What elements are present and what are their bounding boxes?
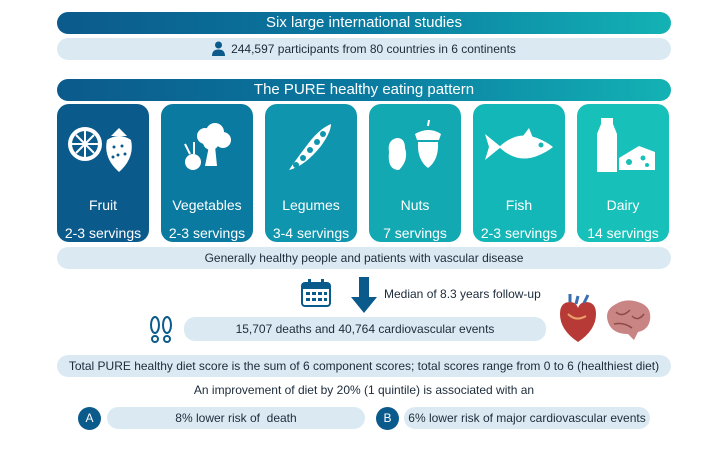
food-card-legumes: Legumes 3-4 servingsweekly [265, 104, 357, 242]
outcome-pill-cardiovascular: 6% lower risk of major cardiovascular ev… [404, 407, 650, 429]
outcome-badge-a: A [78, 407, 101, 430]
outcome-pill-death: 8% lower risk of death [107, 407, 365, 429]
improvement-text: An improvement of diet by 20% (1 quintil… [193, 383, 535, 397]
food-servings: 14 servingsweekly [587, 225, 659, 241]
pattern-banner: The PURE healthy eating pattern [57, 79, 671, 101]
food-servings: 3-4 servingsweekly [272, 225, 350, 241]
heart-icon [556, 294, 600, 344]
outcome-badge-b: B [376, 407, 399, 430]
food-card-dairy: Dairy 14 servingsweekly [577, 104, 669, 242]
brain-icon [602, 298, 654, 342]
pattern-title: The PURE healthy eating pattern [253, 81, 475, 98]
participants-pill: 244,597 participants from 80 countries i… [57, 38, 671, 60]
food-servings: 2-3 servingsweekly [480, 225, 558, 241]
food-servings: 2-3 servingsdaily [168, 225, 246, 241]
participants-text: 244,597 participants from 80 countries i… [231, 42, 516, 56]
food-name: Vegetables [172, 197, 242, 213]
population-text: Generally healthy people and patients wi… [204, 251, 524, 265]
vegetables-icon [161, 112, 253, 182]
dairy-icon [577, 112, 669, 182]
studies-title: Six large international studies [266, 14, 462, 31]
food-name: Fish [505, 197, 533, 213]
fish-icon [473, 112, 565, 182]
population-pill: Generally healthy people and patients wi… [57, 247, 671, 269]
food-card-nuts: Nuts 7 servingsweekly [369, 104, 461, 242]
person-icon [212, 41, 226, 63]
outcome-text: 6% lower risk of major cardiovascular ev… [408, 411, 646, 425]
food-servings: 2-3 servingsdaily [64, 225, 142, 241]
food-name: Nuts [400, 197, 430, 213]
score-pill: Total PURE healthy diet score is the sum… [57, 355, 671, 377]
events-pill: 15,707 deaths and 40,764 cardiovascular … [184, 317, 546, 341]
food-name: Legumes [282, 197, 340, 213]
studies-banner: Six large international studies [57, 12, 671, 34]
outcome-text: 8% lower risk of death [175, 411, 297, 425]
events-text: 15,707 deaths and 40,764 cardiovascular … [235, 322, 495, 336]
fruit-icon [57, 112, 149, 182]
score-text: Total PURE healthy diet score is the sum… [68, 359, 660, 373]
food-card-fruit: Fruit 2-3 servingsdaily [57, 104, 149, 242]
nuts-icon [369, 112, 461, 182]
followup-text: Median of 8.3 years follow-up [384, 287, 541, 301]
food-card-fish: Fish 2-3 servingsweekly [473, 104, 565, 242]
food-card-vegetables: Vegetables 2-3 servingsdaily [161, 104, 253, 242]
calendar-icon [301, 279, 331, 307]
food-servings: 7 servingsweekly [383, 225, 447, 241]
arrow-down-icon [351, 277, 377, 313]
food-name: Fruit [89, 197, 117, 213]
food-name: Dairy [606, 197, 640, 213]
legumes-icon [265, 112, 357, 182]
footprints-icon [148, 314, 174, 344]
